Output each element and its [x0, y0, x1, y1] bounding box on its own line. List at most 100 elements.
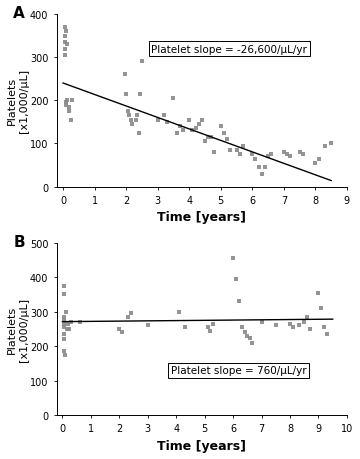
- Point: [259, 319, 265, 326]
- Point: [62, 46, 68, 53]
- Point: [61, 317, 67, 324]
- Point: [180, 128, 186, 135]
- Point: [249, 151, 255, 158]
- Point: [207, 327, 213, 335]
- Point: [155, 117, 161, 124]
- Point: [186, 117, 192, 124]
- Point: [145, 322, 151, 330]
- Point: [204, 324, 210, 331]
- Point: [63, 100, 68, 107]
- Point: [256, 164, 261, 172]
- Point: [61, 348, 67, 355]
- Point: [139, 59, 145, 66]
- Point: [62, 351, 68, 358]
- Point: [63, 102, 68, 109]
- Point: [316, 156, 321, 163]
- Point: [171, 95, 176, 102]
- Point: [297, 149, 302, 157]
- Point: [210, 320, 216, 328]
- Point: [128, 117, 134, 124]
- Point: [273, 322, 279, 330]
- Point: [125, 108, 131, 116]
- Point: [324, 330, 330, 338]
- Text: B: B: [13, 235, 25, 249]
- Text: Platelet slope = 760/μL/yr: Platelet slope = 760/μL/yr: [171, 365, 306, 375]
- Point: [62, 52, 68, 60]
- Point: [281, 149, 287, 157]
- Point: [125, 313, 131, 321]
- Point: [117, 325, 122, 333]
- Point: [63, 28, 68, 36]
- Point: [262, 164, 268, 172]
- Point: [123, 91, 129, 98]
- Point: [61, 320, 67, 328]
- Point: [69, 97, 75, 105]
- Point: [322, 143, 328, 150]
- Point: [307, 325, 313, 333]
- Point: [161, 112, 167, 120]
- Text: A: A: [13, 6, 25, 21]
- Y-axis label: Platelets
[x1,000/μL]: Platelets [x1,000/μL]: [7, 69, 28, 133]
- Point: [240, 143, 246, 150]
- Point: [182, 324, 188, 331]
- Point: [196, 121, 202, 129]
- Point: [138, 91, 143, 98]
- Point: [66, 104, 72, 111]
- Point: [300, 151, 306, 158]
- Point: [287, 320, 293, 328]
- Point: [234, 147, 239, 154]
- Point: [221, 130, 227, 137]
- Point: [193, 125, 198, 133]
- Point: [164, 119, 170, 126]
- Point: [259, 171, 265, 178]
- Point: [328, 140, 334, 148]
- Point: [133, 117, 139, 124]
- Point: [66, 325, 72, 333]
- Point: [290, 324, 296, 331]
- X-axis label: Time [years]: Time [years]: [157, 211, 246, 224]
- Point: [319, 305, 324, 312]
- Point: [321, 324, 327, 331]
- Point: [316, 289, 321, 297]
- Text: Platelet slope = -26,600/μL/yr: Platelet slope = -26,600/μL/yr: [152, 45, 307, 54]
- Point: [174, 130, 180, 137]
- Y-axis label: Platelets
[x1,000/μL]: Platelets [x1,000/μL]: [7, 297, 28, 361]
- Point: [176, 308, 182, 316]
- Point: [265, 153, 271, 161]
- Point: [312, 160, 318, 167]
- Point: [122, 72, 127, 79]
- Point: [63, 308, 69, 316]
- Point: [233, 275, 239, 283]
- Point: [61, 330, 67, 338]
- Point: [242, 329, 247, 336]
- Point: [62, 39, 68, 47]
- Point: [199, 117, 205, 124]
- Point: [77, 319, 82, 326]
- Point: [202, 138, 208, 146]
- Point: [177, 123, 183, 130]
- Point: [64, 97, 70, 105]
- X-axis label: Time [years]: Time [years]: [157, 439, 246, 452]
- Point: [228, 147, 233, 154]
- Point: [61, 291, 67, 298]
- Point: [64, 41, 70, 49]
- Point: [134, 112, 140, 120]
- Point: [224, 136, 230, 144]
- Point: [128, 310, 134, 317]
- Point: [287, 153, 293, 161]
- Point: [301, 319, 307, 326]
- Point: [268, 151, 274, 158]
- Point: [236, 298, 242, 305]
- Point: [284, 151, 290, 158]
- Point: [247, 334, 253, 341]
- Point: [230, 255, 236, 262]
- Point: [237, 151, 243, 158]
- Point: [64, 325, 69, 333]
- Point: [62, 24, 68, 32]
- Point: [68, 117, 74, 124]
- Point: [119, 329, 125, 336]
- Point: [68, 319, 74, 326]
- Point: [304, 313, 310, 321]
- Point: [189, 128, 195, 135]
- Point: [244, 332, 250, 340]
